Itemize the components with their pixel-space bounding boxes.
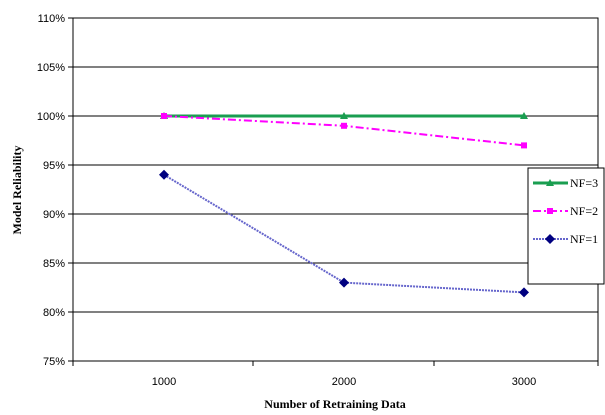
grid [73, 66, 598, 313]
x-tick-label: 1000 [152, 376, 176, 388]
y-axis-title: Model Reliability [10, 146, 24, 235]
y-tick-label: 80% [43, 307, 65, 319]
legend-marker [545, 234, 555, 244]
data-point-nf-1 [159, 169, 169, 180]
x-tick-label: 2000 [332, 376, 356, 388]
x-axis-title: Number of Retraining Data [264, 397, 405, 411]
legend-marker [547, 208, 553, 214]
legend-item-nf-1: NF=1 [533, 232, 598, 246]
x-axis-ticks: 1000 2000 3000 [72, 361, 599, 388]
data-point-nf-1 [339, 277, 349, 288]
y-tick-label: 75% [43, 356, 65, 368]
legend-marker [546, 179, 554, 186]
series-line-nf-1 [163, 173, 525, 294]
data-point-nf-2 [161, 113, 167, 119]
data-point-nf-2 [341, 122, 347, 129]
data-point-nf-1 [519, 287, 529, 298]
data-point-nf-2 [521, 142, 527, 149]
series-line-nf-2 [163, 115, 525, 147]
legend-item-nf-3: NF=3 [533, 176, 598, 190]
y-tick-label: 85% [43, 258, 65, 270]
y-tick-label: 90% [43, 209, 65, 221]
series [159, 112, 529, 298]
legend-item-nf-2: NF=2 [533, 204, 598, 218]
series-nf-1 [159, 169, 529, 298]
y-tick-label: 95% [43, 160, 65, 172]
data-point-nf-3 [520, 112, 528, 119]
data-point-nf-3 [340, 112, 348, 119]
x-tick-label: 3000 [512, 376, 536, 388]
legend-label: NF=1 [570, 232, 598, 246]
legend-label: NF=2 [570, 204, 598, 218]
y-tick-label: 105% [37, 62, 65, 74]
series-nf-2 [161, 113, 527, 149]
y-axis-ticks: 75% 80% 85% 90% 95% 100% 105% 110% [37, 13, 73, 368]
plot-area [72, 17, 599, 362]
legend-box [527, 167, 605, 285]
legend: NF=3 NF=2 NF=1 [527, 167, 605, 285]
legend-label: NF=3 [570, 176, 598, 190]
y-tick-label: 110% [38, 13, 66, 25]
y-tick-label: 100% [37, 111, 65, 123]
